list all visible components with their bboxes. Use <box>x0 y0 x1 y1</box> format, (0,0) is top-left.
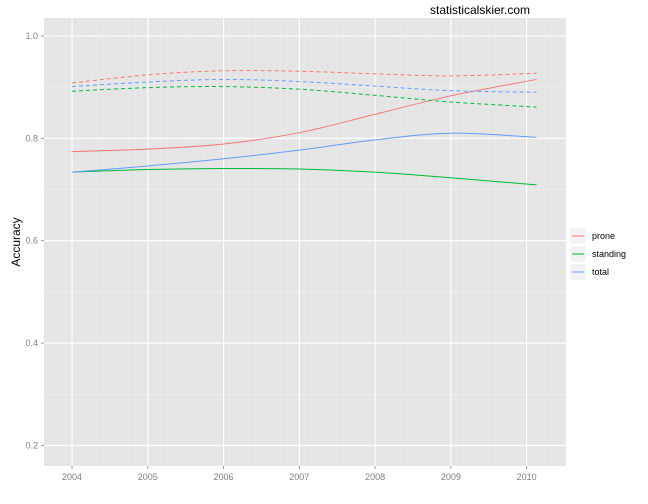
legend-label-standing: standing <box>592 249 626 259</box>
x-axis-ticks: 2004 2005 2006 2007 2008 2009 2010 <box>62 466 537 482</box>
y-tick-label: 0.8 <box>25 133 38 143</box>
y-tick-label: 0.2 <box>25 441 38 451</box>
x-tick-label: 2005 <box>138 472 158 482</box>
x-tick-label: 2008 <box>365 472 385 482</box>
series-line-prone-dashed <box>71 69 537 84</box>
x-tick-label: 2007 <box>289 472 309 482</box>
series-line-standing-dashed <box>72 86 537 108</box>
x-tick-label: 2009 <box>441 472 461 482</box>
y-tick-label: 0.4 <box>25 338 38 348</box>
series-line-total-solid <box>71 132 537 173</box>
x-tick-label: 2006 <box>214 472 234 482</box>
legend-label-total: total <box>592 267 609 277</box>
series-line-standing-solid <box>72 167 537 186</box>
legend: prone standing total <box>568 222 626 284</box>
x-tick-label: 2004 <box>62 472 82 482</box>
watermark-text: statisticalskier.com <box>430 3 530 17</box>
y-axis-ticks: 0.2 0.4 0.6 0.8 1.0 <box>25 31 44 451</box>
minor-gridlines <box>44 18 566 466</box>
series-line-total-dashed <box>71 78 537 93</box>
major-gridlines <box>44 18 566 466</box>
series-line-prone-solid <box>72 78 537 153</box>
x-tick-label: 2010 <box>517 472 537 482</box>
y-tick-label: 0.6 <box>25 236 38 246</box>
legend-label-prone: prone <box>592 231 615 241</box>
series-lines <box>71 69 537 186</box>
y-tick-label: 1.0 <box>25 31 38 41</box>
y-axis-title: Accuracy <box>9 217 23 266</box>
plot-panel <box>44 18 566 466</box>
